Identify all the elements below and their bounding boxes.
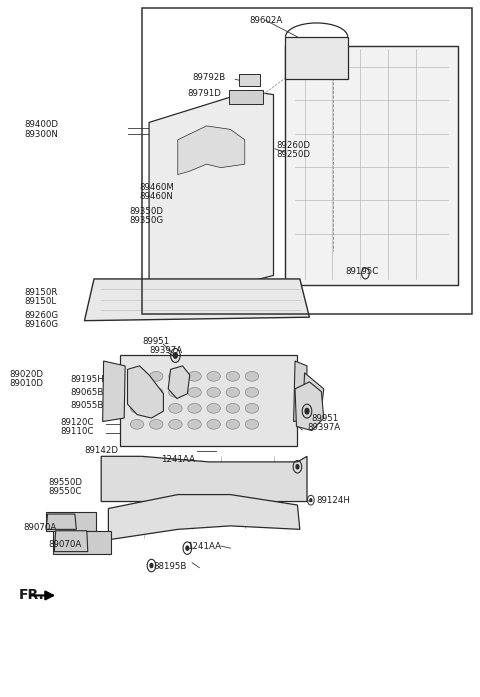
Polygon shape — [53, 530, 111, 553]
Polygon shape — [103, 361, 125, 422]
Ellipse shape — [207, 372, 220, 381]
Ellipse shape — [226, 372, 240, 381]
Text: 89195C: 89195C — [345, 268, 379, 277]
Text: 89792B: 89792B — [192, 72, 226, 82]
Text: 89951: 89951 — [312, 413, 339, 422]
Text: 89010D: 89010D — [9, 378, 43, 388]
Text: 1241AA: 1241AA — [187, 542, 221, 551]
Text: 89397A: 89397A — [307, 423, 340, 432]
Text: 89951: 89951 — [142, 337, 169, 346]
Text: 89350D: 89350D — [129, 207, 163, 216]
Ellipse shape — [150, 372, 163, 381]
Text: 89065B: 89065B — [70, 388, 104, 397]
Polygon shape — [302, 373, 324, 424]
Polygon shape — [286, 37, 348, 79]
Text: 89260D: 89260D — [276, 141, 310, 150]
Text: 89124H: 89124H — [317, 496, 350, 505]
Text: 89120C: 89120C — [60, 418, 94, 427]
Polygon shape — [46, 514, 76, 529]
Ellipse shape — [207, 404, 220, 413]
Ellipse shape — [168, 404, 182, 413]
Text: 89397A: 89397A — [149, 346, 182, 355]
Text: 89150L: 89150L — [24, 298, 57, 307]
Text: 89260G: 89260G — [24, 311, 59, 320]
Ellipse shape — [168, 388, 182, 397]
Ellipse shape — [150, 404, 163, 413]
Ellipse shape — [188, 420, 201, 429]
Polygon shape — [84, 279, 310, 321]
Text: 89300N: 89300N — [24, 130, 59, 139]
Polygon shape — [295, 382, 324, 431]
Ellipse shape — [131, 388, 144, 397]
Circle shape — [305, 408, 309, 414]
Text: 1241AA: 1241AA — [161, 455, 195, 464]
Ellipse shape — [207, 388, 220, 397]
Text: 89110C: 89110C — [60, 427, 94, 436]
Text: 89150R: 89150R — [24, 289, 58, 298]
Text: 89020D: 89020D — [9, 369, 43, 378]
Circle shape — [150, 563, 153, 567]
Circle shape — [173, 353, 177, 358]
Ellipse shape — [188, 388, 201, 397]
Text: 88195B: 88195B — [154, 562, 187, 572]
Polygon shape — [101, 457, 307, 502]
Text: 89550D: 89550D — [48, 477, 83, 487]
Bar — [142, 8, 472, 314]
Ellipse shape — [245, 388, 259, 397]
Polygon shape — [229, 90, 263, 104]
Text: 89460N: 89460N — [140, 192, 173, 201]
Polygon shape — [286, 46, 458, 284]
Text: 89791D: 89791D — [187, 89, 221, 98]
Ellipse shape — [207, 420, 220, 429]
Polygon shape — [128, 366, 163, 418]
Text: FR.: FR. — [19, 588, 45, 602]
Polygon shape — [108, 495, 300, 539]
Ellipse shape — [188, 372, 201, 381]
Polygon shape — [54, 530, 88, 551]
Ellipse shape — [226, 420, 240, 429]
Polygon shape — [178, 126, 245, 174]
Circle shape — [186, 546, 189, 550]
Text: 89070A: 89070A — [24, 523, 57, 533]
Text: 89055B: 89055B — [70, 401, 104, 410]
Ellipse shape — [131, 420, 144, 429]
Circle shape — [296, 465, 299, 469]
Ellipse shape — [226, 404, 240, 413]
Ellipse shape — [245, 420, 259, 429]
Text: 89195H: 89195H — [70, 375, 104, 384]
Ellipse shape — [245, 372, 259, 381]
Text: 89460M: 89460M — [140, 183, 174, 192]
Ellipse shape — [168, 420, 182, 429]
Text: 89250D: 89250D — [276, 150, 310, 159]
Ellipse shape — [150, 420, 163, 429]
Polygon shape — [149, 91, 274, 307]
Text: 89602A: 89602A — [250, 15, 283, 24]
Text: 89142D: 89142D — [84, 446, 119, 455]
Ellipse shape — [131, 404, 144, 413]
Text: 89160G: 89160G — [24, 320, 59, 329]
Polygon shape — [294, 361, 307, 422]
Ellipse shape — [168, 372, 182, 381]
Polygon shape — [46, 512, 96, 530]
Ellipse shape — [226, 388, 240, 397]
Circle shape — [310, 499, 312, 502]
Ellipse shape — [131, 372, 144, 381]
Polygon shape — [120, 355, 298, 446]
Polygon shape — [168, 366, 190, 399]
Text: 89400D: 89400D — [24, 120, 59, 129]
Polygon shape — [239, 74, 260, 86]
Text: 89350G: 89350G — [129, 216, 163, 225]
Text: 89070A: 89070A — [48, 540, 82, 549]
Ellipse shape — [245, 404, 259, 413]
Ellipse shape — [188, 404, 201, 413]
Ellipse shape — [150, 388, 163, 397]
Text: 89550C: 89550C — [48, 487, 82, 496]
